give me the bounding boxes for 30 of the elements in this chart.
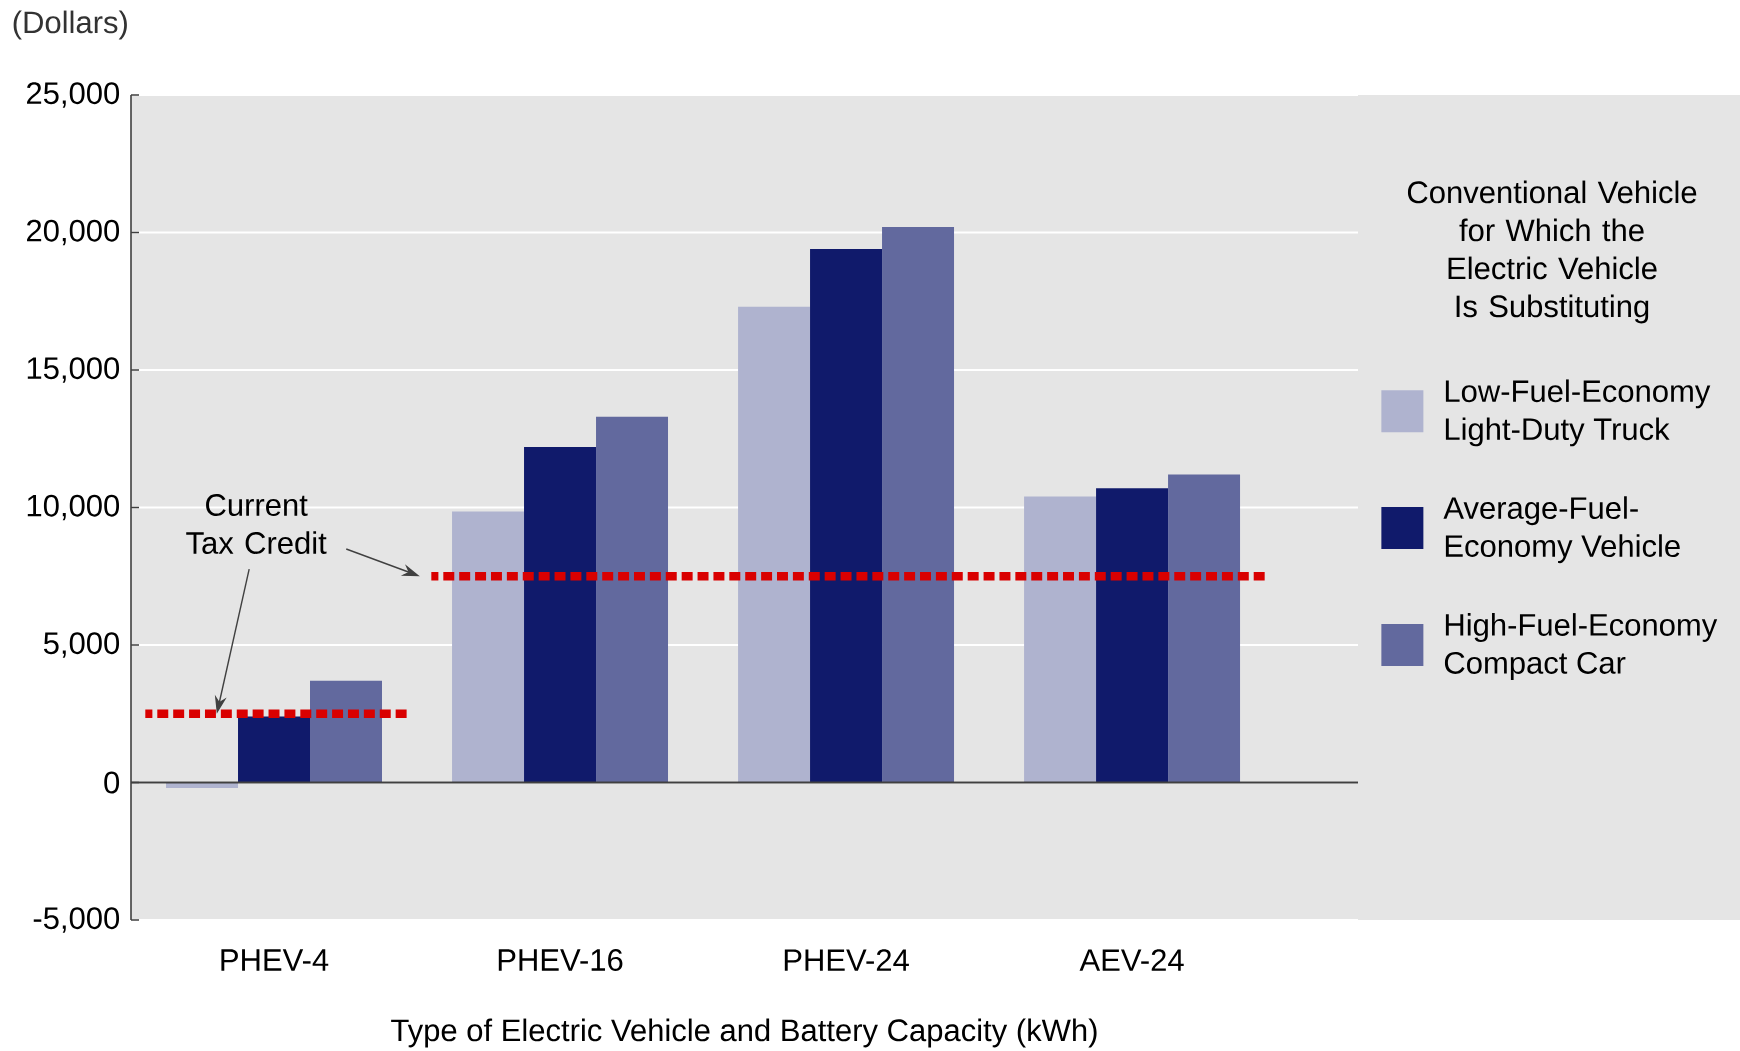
- y-tick-label: 10,000: [27, 494, 120, 521]
- bar: [1168, 474, 1241, 783]
- x-tick-label: AEV-24: [1079, 949, 1184, 971]
- x-tick-label: PHEV-24: [784, 949, 909, 971]
- legend-title: Conventional Vehicle for Which the Electric Vehicle Is Substituting: [1407, 180, 1697, 324]
- bar: [524, 447, 597, 783]
- bar: [166, 782, 239, 788]
- bar: [452, 511, 525, 783]
- bar: [238, 716, 311, 783]
- x-tick-label: PHEV-4: [221, 949, 329, 971]
- annotation: Current Tax Credit: [186, 494, 327, 554]
- y-tick-label: -5,000: [33, 907, 120, 933]
- y-tick-label: 25,000: [27, 82, 120, 108]
- bar: [310, 680, 382, 783]
- y-tick-label: 0: [104, 771, 120, 794]
- bar: [596, 416, 669, 783]
- bar: [882, 227, 955, 783]
- bar: [738, 306, 811, 783]
- x-axis-title: Type of Electric Vehicle and Battery Capacity (kWh): [391, 1018, 1097, 1048]
- legend-label: High-Fuel-Economy Compact Car: [1444, 613, 1718, 680]
- bar: [810, 248, 883, 783]
- y-tick-label: 20,000: [27, 219, 120, 246]
- y-tick-label: 5,000: [43, 632, 120, 658]
- legend-label: Average-Fuel-Economy Vehicle: [1443, 496, 1680, 564]
- y-tick-label: 15,000: [27, 357, 120, 383]
- x-tick-label: PHEV-16: [498, 949, 623, 971]
- bar: [1096, 488, 1169, 783]
- y-axis-title: (Dollars): [13, 10, 127, 40]
- bar: [1024, 496, 1097, 783]
- legend-label: Low-Fuel-Economy Light-Duty Truck: [1445, 379, 1711, 447]
